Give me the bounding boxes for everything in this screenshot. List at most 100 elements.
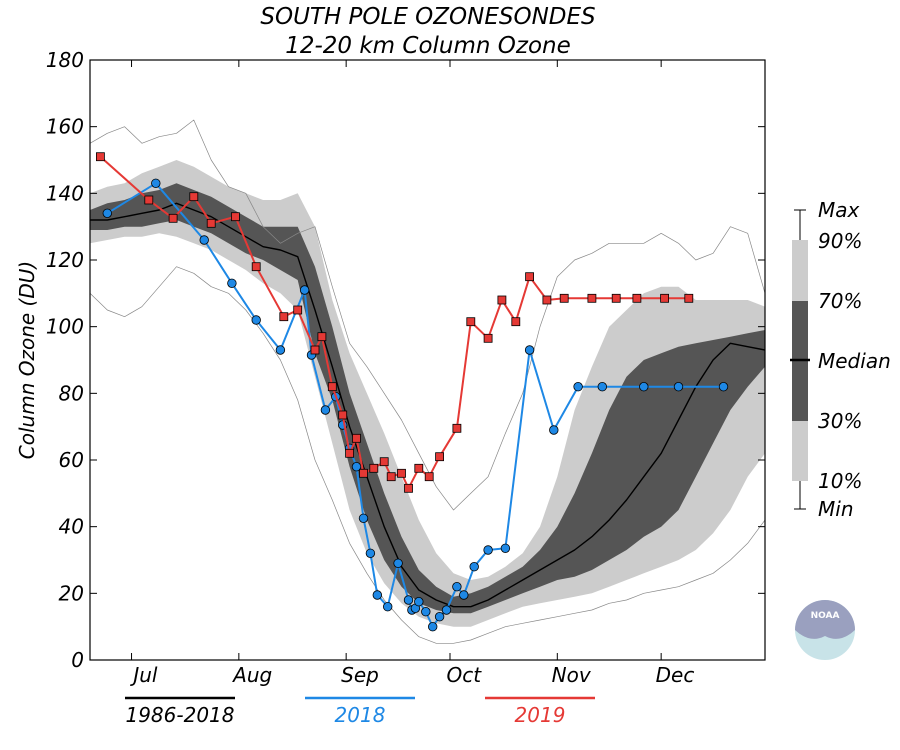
point-2019 [379, 457, 389, 467]
point-2019 [310, 345, 320, 355]
point-2018 [199, 235, 209, 245]
point-2018 [428, 622, 438, 632]
key-label-p10: 10% [818, 469, 862, 493]
point-2018 [358, 513, 369, 524]
x-tick-label: Jul [129, 663, 158, 687]
point-2019 [189, 192, 199, 202]
point-2018 [372, 590, 383, 600]
point-2019 [424, 472, 434, 482]
point-2018 [452, 582, 462, 592]
point-2019 [338, 410, 348, 420]
key-label-min: Min [818, 497, 854, 521]
point-2019 [404, 483, 413, 493]
point-2019 [327, 382, 337, 392]
min-envelope-line [89, 266, 766, 644]
logo-text: NOAA [811, 611, 840, 621]
point-2018 [483, 545, 493, 555]
y-axis-label: Column Ozone (DU) [15, 261, 39, 459]
key-label-p30: 30% [818, 409, 862, 433]
key-band-70-90 [792, 240, 808, 301]
x-tick-label: Nov [552, 663, 592, 687]
point-2018 [383, 602, 393, 612]
point-2018 [500, 543, 511, 554]
key-band-10-30 [792, 421, 808, 481]
point-2019 [542, 295, 552, 305]
point-2019 [96, 152, 105, 162]
point-2019 [359, 468, 368, 478]
point-2018 [639, 382, 649, 392]
key-label-p90: 90% [818, 229, 862, 253]
x-tick-label: Aug [231, 663, 272, 687]
plot-area: 0 20 40 60 80 100 120 140 160 180 Jul Aug Sep Oct Nov D… [46, 48, 766, 687]
point-2019 [251, 262, 261, 272]
key-label-max: Max [818, 198, 860, 222]
point-2018 [673, 382, 684, 392]
point-2019 [293, 305, 303, 315]
y-tick-label: 20 [59, 581, 84, 605]
point-2018 [251, 315, 261, 325]
point-2019 [397, 468, 406, 478]
point-2019 [230, 212, 240, 222]
point-2018 [459, 590, 469, 600]
point-2019 [452, 423, 462, 433]
y-tick-label: 120 [46, 248, 84, 272]
band-key: Max 90% 70% Median 30% 10% Min [790, 198, 891, 521]
point-2019 [483, 333, 493, 343]
series-line-2018 [106, 182, 724, 628]
point-2018 [414, 597, 424, 607]
point-2018 [441, 605, 452, 615]
y-tick-label: 60 [59, 448, 84, 472]
y-tick-label: 160 [46, 115, 84, 139]
point-2018 [365, 548, 376, 559]
point-2019 [317, 332, 327, 342]
point-2018 [351, 462, 362, 472]
point-2019 [684, 293, 694, 303]
point-2018 [469, 562, 479, 572]
point-2018 [434, 612, 445, 622]
point-2018 [718, 382, 729, 392]
point-2019 [369, 463, 379, 473]
y-tick-label: 0 [71, 648, 84, 672]
x-tick-label: Oct [447, 663, 483, 687]
point-2019 [414, 463, 424, 473]
point-2018 [299, 285, 310, 295]
point-2019 [345, 448, 355, 458]
max-envelope-line [89, 119, 766, 511]
point-2019 [206, 218, 216, 228]
legend-label-1986-2018: 1986-2018 [125, 703, 234, 727]
point-2019 [511, 317, 521, 327]
median-line [90, 202, 766, 608]
y-tick-label: 140 [46, 181, 84, 205]
point-2018 [151, 178, 161, 189]
point-2019 [352, 433, 361, 443]
chart-subtitle: 12-20 km Column Ozone [285, 33, 571, 59]
x-tick-label: Sep [341, 663, 379, 687]
point-2018 [227, 278, 237, 289]
x-tick-label: Dec [656, 663, 695, 687]
plot-frame [89, 59, 766, 661]
point-2019 [632, 293, 642, 303]
point-2019 [525, 272, 534, 282]
point-2019 [279, 312, 289, 322]
point-2019 [611, 293, 621, 303]
key-label-median: Median [818, 349, 891, 373]
noaa-logo: NOAA [795, 600, 855, 660]
legend-label-2019: 2019 [515, 703, 566, 727]
point-2018 [275, 345, 286, 355]
point-2018 [320, 405, 331, 415]
point-2019 [435, 452, 445, 462]
logo-bird [795, 600, 855, 639]
key-label-p70: 70% [818, 289, 862, 313]
chart-title: SOUTH POLE OZONESONDES [260, 4, 595, 30]
y-tick-label: 80 [59, 381, 84, 405]
y-tick-label: 180 [46, 48, 84, 72]
point-2019 [497, 295, 507, 305]
band-30-70 [90, 183, 765, 614]
point-2019 [587, 293, 597, 303]
point-2018 [524, 345, 535, 355]
point-2019 [168, 213, 178, 223]
point-2019 [144, 195, 154, 205]
point-2018 [573, 382, 583, 392]
y-tick-label: 40 [59, 515, 84, 539]
